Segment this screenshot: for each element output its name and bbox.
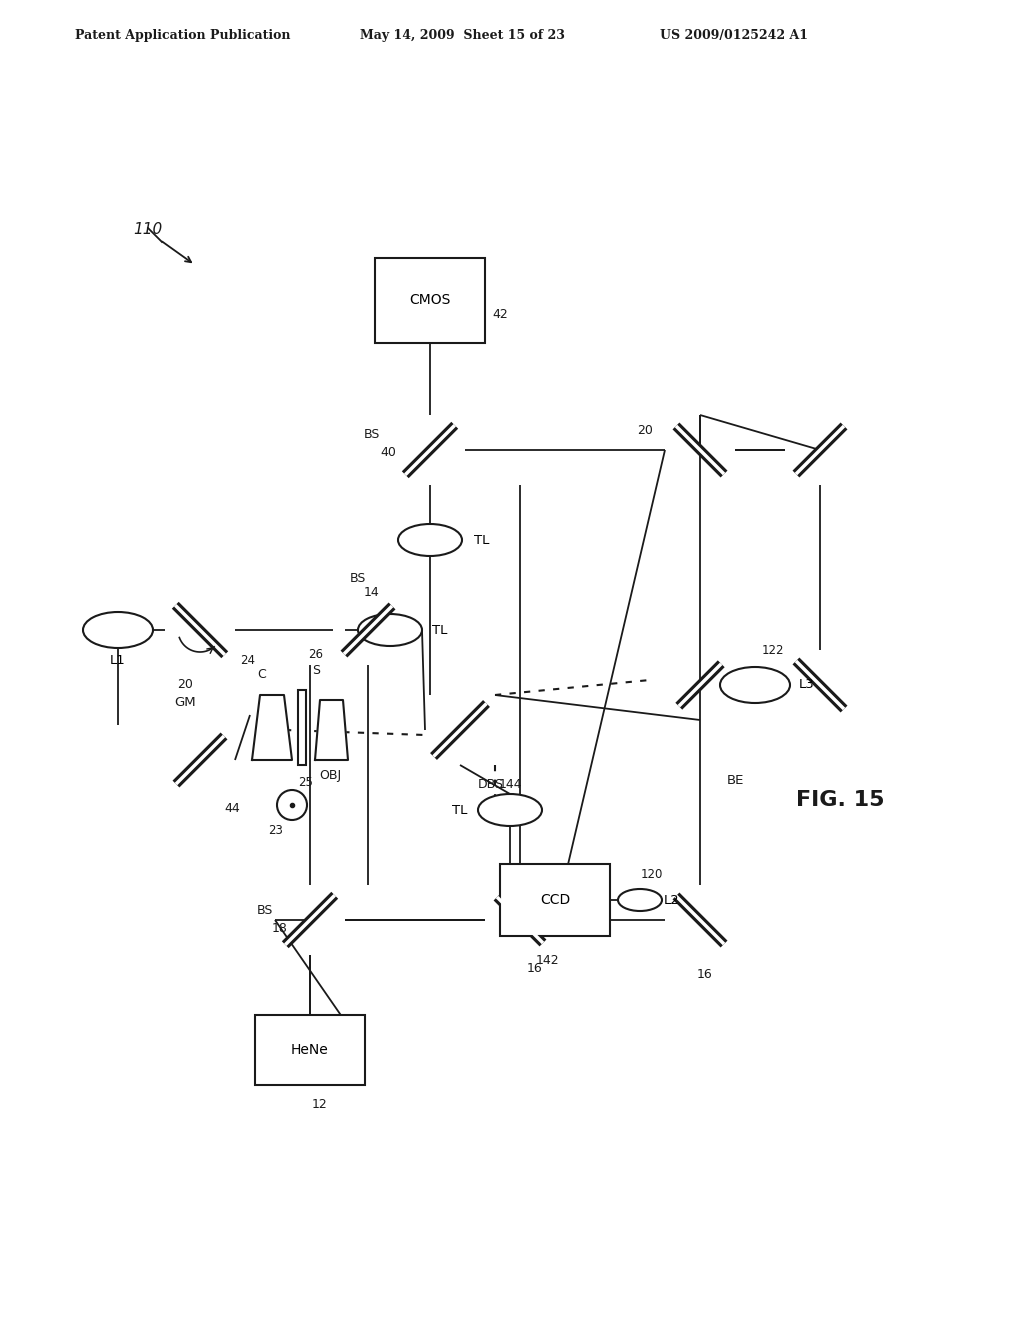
Text: 26: 26: [308, 648, 324, 661]
Polygon shape: [252, 696, 292, 760]
Bar: [298, 690, 306, 766]
Text: 120: 120: [641, 869, 664, 882]
Text: 16: 16: [527, 961, 543, 974]
Text: 40: 40: [380, 446, 396, 458]
Text: C: C: [258, 668, 266, 681]
Text: FIG. 15: FIG. 15: [796, 789, 885, 810]
Text: S: S: [312, 664, 319, 676]
Text: BE: BE: [726, 774, 743, 787]
Text: 14: 14: [365, 586, 380, 599]
Text: Patent Application Publication: Patent Application Publication: [75, 29, 291, 41]
Text: 20: 20: [637, 424, 653, 437]
Text: 122: 122: [762, 644, 784, 656]
Ellipse shape: [83, 612, 153, 648]
Text: GM: GM: [174, 696, 196, 709]
Text: L2: L2: [665, 894, 680, 907]
Text: TL: TL: [453, 804, 468, 817]
Text: CMOS: CMOS: [410, 293, 451, 308]
Text: 18: 18: [272, 921, 288, 935]
Text: BS: BS: [257, 903, 273, 916]
Ellipse shape: [720, 667, 790, 704]
Text: May 14, 2009  Sheet 15 of 23: May 14, 2009 Sheet 15 of 23: [360, 29, 565, 41]
Text: 142: 142: [536, 953, 559, 966]
Text: 12: 12: [312, 1098, 328, 1111]
Text: 20: 20: [177, 678, 193, 692]
Text: 110: 110: [133, 223, 163, 238]
Text: 24: 24: [241, 653, 256, 667]
Text: DBS: DBS: [478, 779, 504, 792]
Bar: [500, 865, 610, 936]
Circle shape: [278, 789, 307, 820]
Text: 25: 25: [299, 776, 313, 789]
Text: US 2009/0125242 A1: US 2009/0125242 A1: [660, 29, 808, 41]
Bar: [375, 257, 485, 342]
Text: 42: 42: [493, 309, 508, 322]
Text: TL: TL: [474, 533, 489, 546]
Polygon shape: [315, 700, 348, 760]
Bar: [255, 1015, 365, 1085]
Text: BS: BS: [364, 429, 380, 441]
Text: TL: TL: [432, 623, 447, 636]
Ellipse shape: [618, 888, 662, 911]
Text: BS: BS: [350, 572, 367, 585]
Text: L3: L3: [799, 678, 815, 692]
Text: 23: 23: [268, 824, 284, 837]
Text: 44: 44: [224, 801, 240, 814]
Ellipse shape: [398, 524, 462, 556]
Ellipse shape: [358, 614, 422, 645]
Text: 144: 144: [499, 779, 522, 792]
Text: CCD: CCD: [540, 894, 570, 907]
Ellipse shape: [478, 795, 542, 826]
Text: 16: 16: [697, 969, 713, 982]
Text: OBJ: OBJ: [318, 768, 341, 781]
Text: L1: L1: [111, 653, 126, 667]
Text: HeNe: HeNe: [291, 1043, 329, 1057]
